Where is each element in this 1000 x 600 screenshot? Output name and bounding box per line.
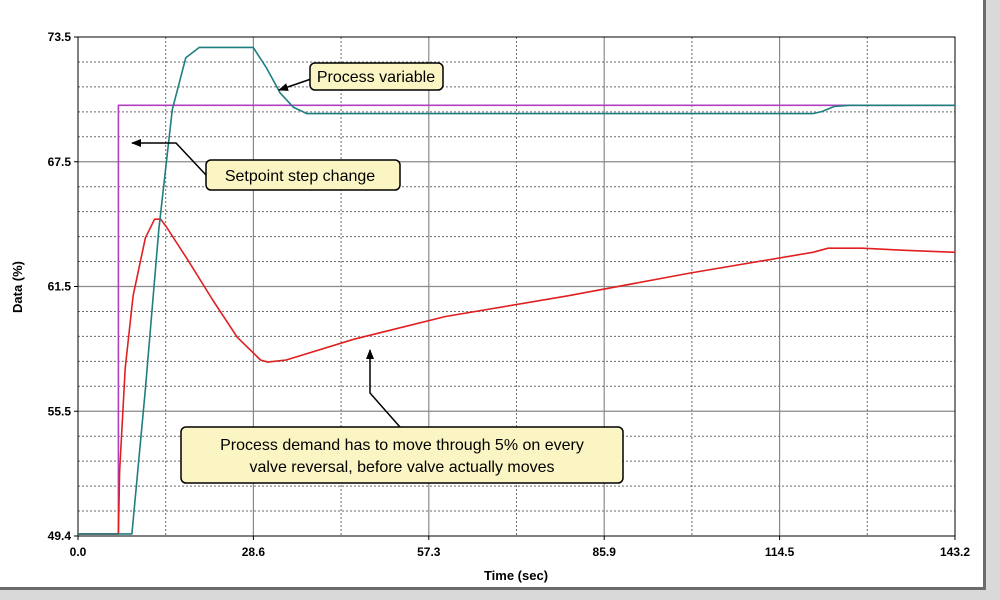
callout-process-variable: Process variable bbox=[278, 62, 444, 91]
callout-process-demand: Process demand has to move through 5% on… bbox=[180, 349, 624, 484]
frame-shadow bbox=[0, 590, 1000, 600]
x-tick-label: 28.6 bbox=[242, 545, 266, 559]
x-tick-label: 85.9 bbox=[593, 545, 617, 559]
plot-grid bbox=[78, 37, 955, 536]
x-axis-title: Time (sec) bbox=[484, 568, 548, 583]
callout-setpoint: Setpoint step change bbox=[131, 139, 401, 191]
y-tick-label: 49.4 bbox=[48, 529, 72, 543]
y-tick-label: 67.5 bbox=[48, 155, 72, 169]
series-layer bbox=[78, 46, 956, 535]
frame-shadow-right bbox=[986, 0, 1000, 600]
y-tick-label: 55.5 bbox=[48, 404, 72, 418]
x-tick-label: 0.0 bbox=[70, 545, 87, 559]
y-tick-label: 73.5 bbox=[48, 30, 72, 44]
callout-process-demand-line2: valve reversal, before valve actually mo… bbox=[249, 459, 554, 476]
callout-process-demand-line1: Process demand has to move through 5% on… bbox=[220, 437, 584, 454]
x-tick-label: 143.2 bbox=[940, 545, 970, 559]
x-tick-label: 114.5 bbox=[765, 545, 795, 559]
y-axis-title: Data (%) bbox=[10, 261, 25, 313]
callout-setpoint-text: Setpoint step change bbox=[225, 168, 375, 185]
axis-ticks: 0.0 28.6 57.3 85.9 114.5 143.2 49.4 55.5 61.5 67.… bbox=[48, 30, 971, 559]
callout-process-variable-text: Process variable bbox=[317, 69, 435, 86]
series-line-process-demand bbox=[78, 218, 956, 535]
y-tick-label: 61.5 bbox=[48, 280, 72, 294]
chart-frame bbox=[0, 0, 986, 590]
x-tick-label: 57.3 bbox=[417, 545, 441, 559]
series-line-process-variable bbox=[78, 46, 955, 535]
